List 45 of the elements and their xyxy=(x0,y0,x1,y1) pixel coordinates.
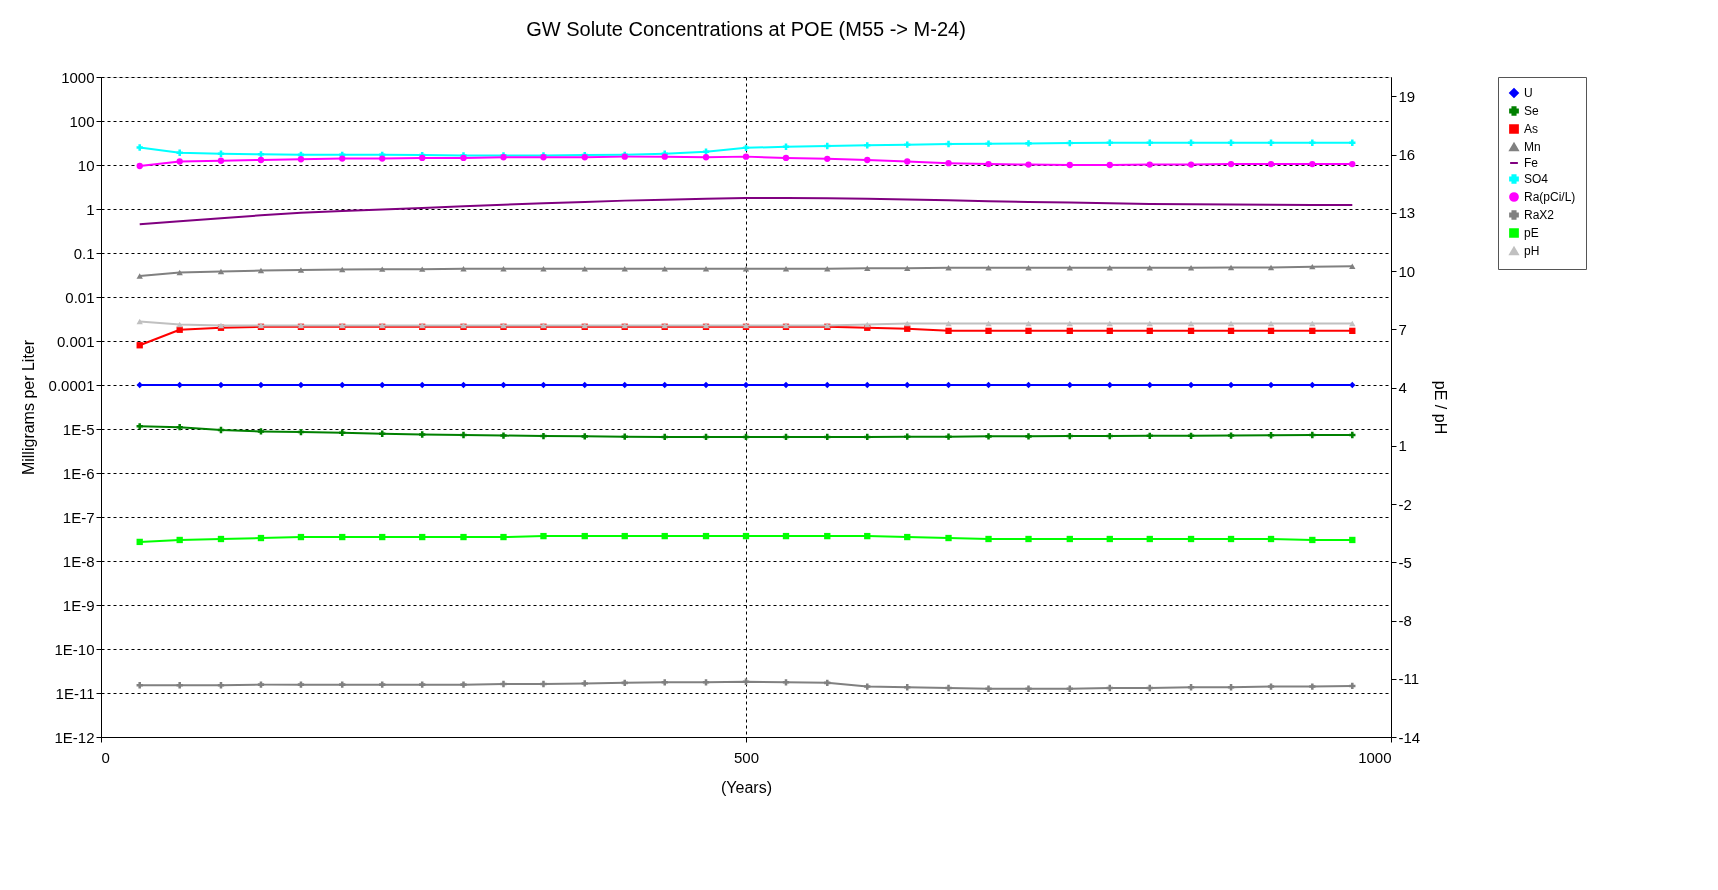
y-tick-label: 1000 xyxy=(61,68,95,86)
y-tick-label: 1E-7 xyxy=(62,508,95,526)
y2-tick-label: -5 xyxy=(1398,553,1412,571)
y-tick-label: 1E-10 xyxy=(54,640,95,658)
y-tick-label: 0.01 xyxy=(65,288,95,306)
y-tick-label: 1E-12 xyxy=(54,728,95,746)
y2-tick-label: -8 xyxy=(1398,612,1412,630)
y2-tick-label: 13 xyxy=(1398,204,1416,222)
y2-tick-label: 19 xyxy=(1398,87,1416,105)
legend-label: Ra(pCi/L) xyxy=(1524,190,1576,204)
x-tick-label: 0 xyxy=(101,748,110,766)
y-tick-label: 0.1 xyxy=(73,244,95,262)
y-tick-label: 1E-9 xyxy=(62,596,95,614)
legend-label: RaX2 xyxy=(1524,208,1555,222)
y-axis-title: Milligrams per Liter xyxy=(19,339,37,476)
y-tick-label: 0.001 xyxy=(56,332,95,350)
y2-tick-label: 7 xyxy=(1398,320,1407,338)
legend-label: Mn xyxy=(1524,140,1541,154)
y-tick-label: 10 xyxy=(77,156,95,174)
y-tick-label: 0.0001 xyxy=(48,376,95,394)
y-tick-label: 1 xyxy=(86,200,95,218)
legend-label: U xyxy=(1524,86,1533,100)
x-axis-title: (Years) xyxy=(721,778,772,796)
y2-tick-label: -11 xyxy=(1398,670,1420,688)
y-tick-label: 100 xyxy=(69,112,95,130)
legend-label: As xyxy=(1524,122,1539,136)
legend-label: SO4 xyxy=(1524,172,1549,186)
legend-label: Fe xyxy=(1524,156,1539,170)
y2-tick-label: -2 xyxy=(1398,495,1412,513)
legend-label: pH xyxy=(1524,244,1540,258)
y-tick-label: 1E-5 xyxy=(62,420,95,438)
legend-label: Se xyxy=(1524,104,1539,118)
y2-tick-label: 1 xyxy=(1398,437,1407,455)
y2-tick-label: 10 xyxy=(1398,262,1416,280)
y2-tick-label: 16 xyxy=(1398,146,1416,164)
y2-axis-title: pE / pH xyxy=(1432,380,1450,435)
legend-label: pE xyxy=(1524,226,1539,240)
y2-tick-label: -14 xyxy=(1398,728,1421,746)
y-tick-label: 1E-11 xyxy=(55,684,95,702)
y-tick-label: 1E-6 xyxy=(62,464,95,482)
chart-title: GW Solute Concentrations at POE (M55 -> M-24) xyxy=(526,18,966,40)
x-tick-label: 500 xyxy=(733,748,760,766)
x-tick-label: 1000 xyxy=(1358,748,1392,766)
y2-tick-label: 4 xyxy=(1398,379,1407,397)
y-tick-label: 1E-8 xyxy=(62,552,95,570)
